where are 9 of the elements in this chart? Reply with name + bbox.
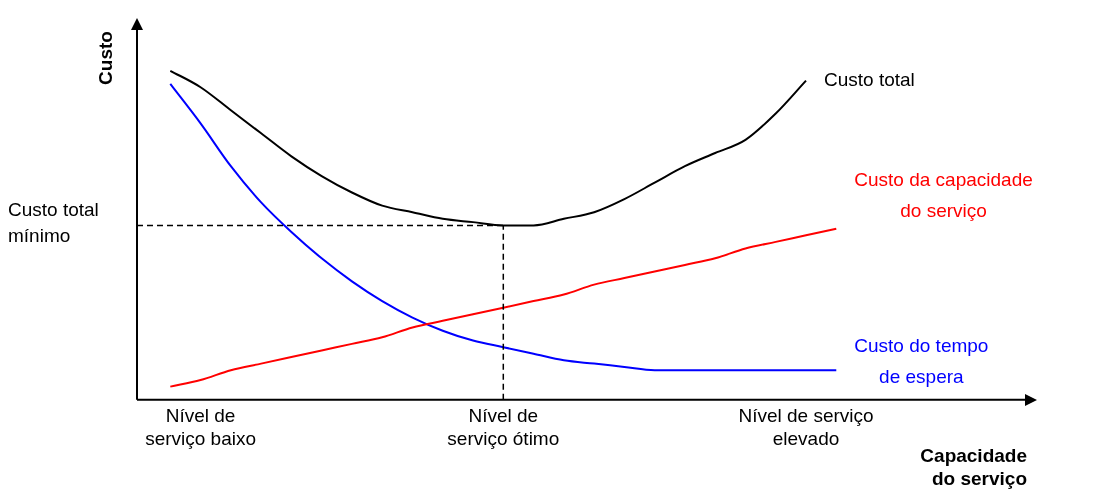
series-label: Custo do tempo de espera <box>854 334 989 387</box>
x-tick-label: Nível de serviço elevado <box>738 405 874 450</box>
x-axis-title: Capacidade do serviço <box>920 445 1027 489</box>
ref-line-label: Custo total mínimo <box>8 198 99 246</box>
series-label: Custo total <box>824 68 915 90</box>
series-label: Custo da capacidade do serviço <box>854 169 1033 222</box>
x-tick-label: Nível de serviço baixo <box>145 405 257 450</box>
x-tick-label: Nível de serviço ótimo <box>447 405 560 450</box>
y-axis-title: Custo <box>95 31 117 85</box>
